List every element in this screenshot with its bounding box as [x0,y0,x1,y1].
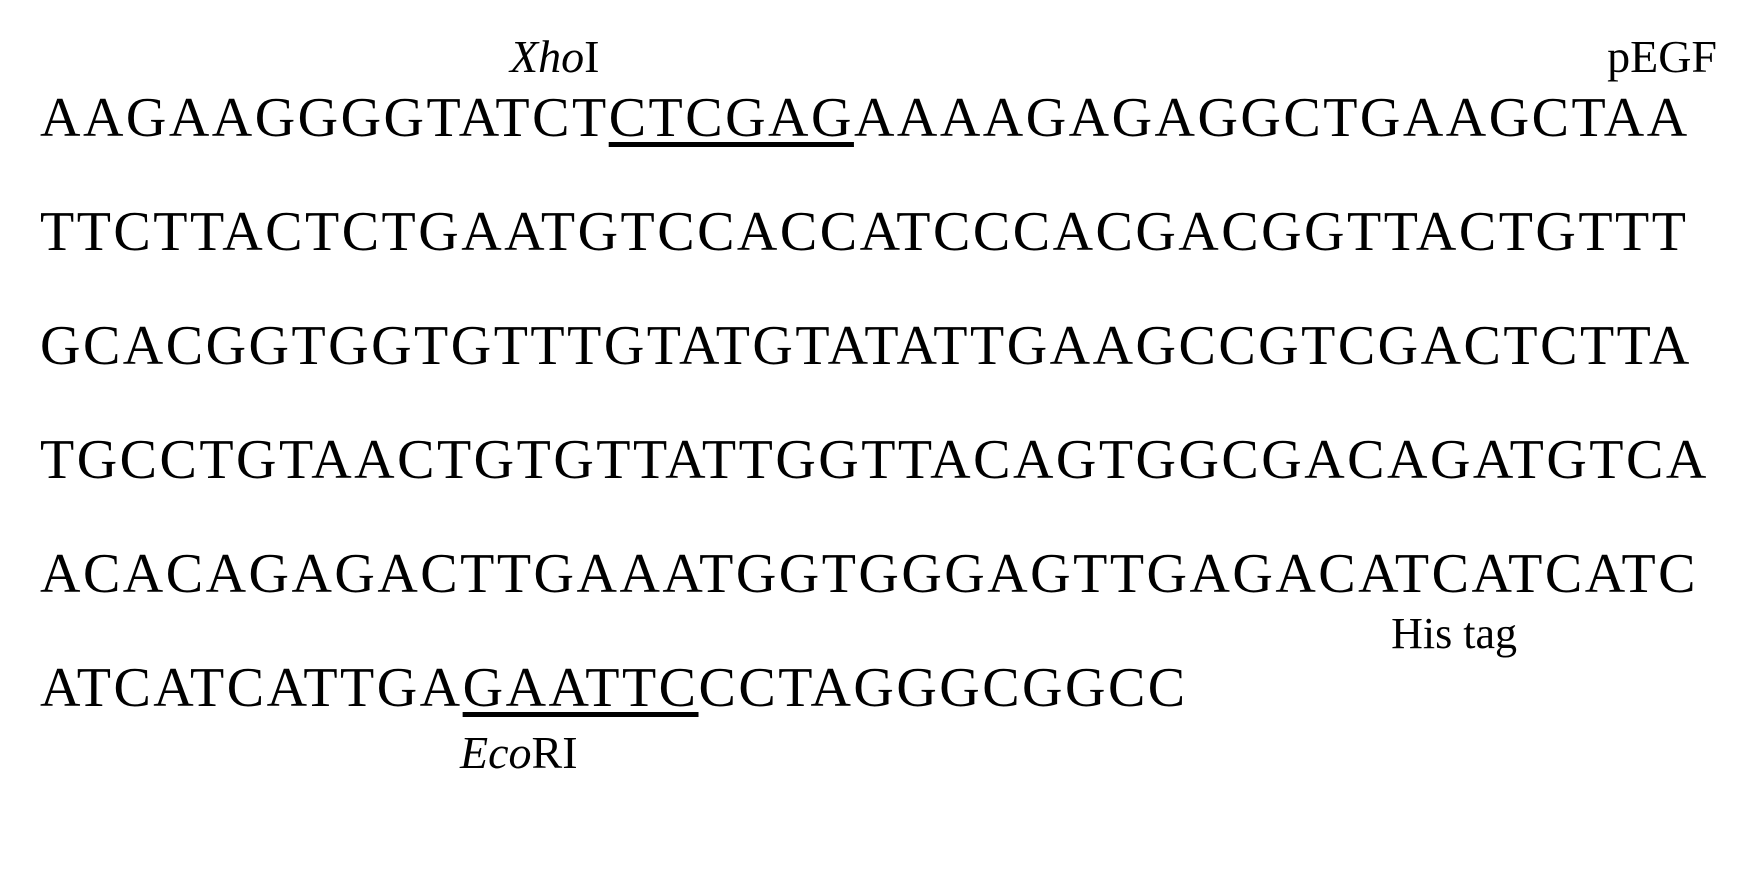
seq1-after: AAAAGAGAGGCTGAAGCTAA [854,87,1690,149]
xhoI-italic-part: Xho [510,31,584,82]
sequence-line-1: AAGAAGGGGTATCTCTCGAGAAAAGAGAGGCTGAAGCTAA [40,90,1717,146]
seq6-after: CCTAGGGCGGCC [699,657,1188,719]
xhoI-roman-part: I [584,31,599,82]
sequence-line-3: GCACGGTGGTGTTTGTATGTATATTGAAGCCGTCGACTCT… [40,318,1717,374]
seq1-xhoI-site: CTCGAG [609,87,854,149]
pEGF-label: pEGF [1607,30,1717,83]
ecoRI-italic-part: Eco [460,727,532,778]
ecoRI-roman-part: RI [532,727,578,778]
seq6-ecoRI-site: GAATTC [463,657,699,719]
sequence-line-2: TTCTTACTCTGAATGTCCACCATCCCACGACGGTTACTGT… [40,204,1717,260]
sequence-line-5: ACACAGAGACTTGAAATGGTGGGAGTTGAGACATCATCAT… [40,546,1717,602]
seq6-before: ATCATCATTGA [40,657,463,719]
sequence-line-6: ATCATCATTGAGAATTCCCTAGGGCGGCC [40,660,1717,716]
xhoI-restriction-site-label: XhoI [510,30,599,83]
sequence-line-4: TGCCTGTAACTGTGTTATTGGTTACAGTGGCGACAGATGT… [40,432,1717,488]
sequence-figure: XhoI pEGF AAGAAGGGGTATCTCTCGAGAAAAGAGAGG… [40,30,1717,779]
ecoRI-restriction-site-label: EcoRI [460,726,1717,779]
seq1-before: AAGAAGGGGTATCT [40,87,609,149]
line6-wrapper: His tag ATCATCATTGAGAATTCCCTAGGGCGGCC [40,660,1717,716]
his-tag-label: His tag [1391,608,1517,659]
header-labels-row: XhoI pEGF [40,30,1717,80]
